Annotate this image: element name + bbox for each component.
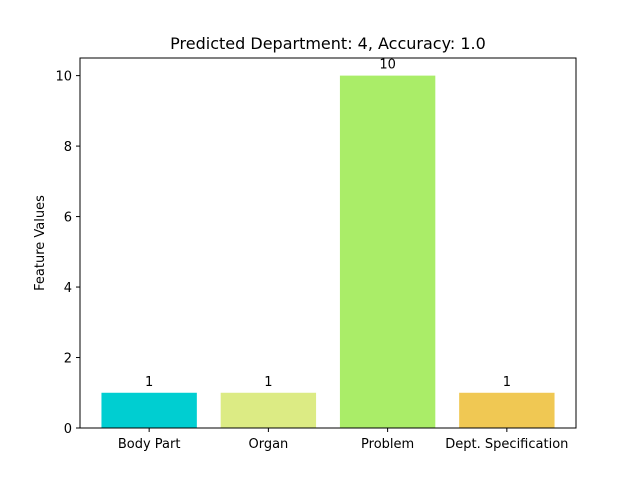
bars xyxy=(101,75,555,428)
y-axis-label: Feature Values xyxy=(33,195,48,291)
y-tick-label: 4 xyxy=(64,281,72,296)
y-tick-label: 2 xyxy=(64,352,72,367)
data-labels: 1 1 10 1 xyxy=(145,58,511,390)
bar xyxy=(220,392,317,428)
bar-value-label: 10 xyxy=(379,58,396,73)
y-tick-label: 6 xyxy=(64,211,72,226)
bar-value-label: 1 xyxy=(145,375,153,390)
bar xyxy=(339,75,436,428)
x-tick-label: Dept. Specification xyxy=(445,437,568,452)
bar-value-label: 1 xyxy=(503,375,511,390)
x-tick-label: Problem xyxy=(361,437,414,452)
x-tick-label: Body Part xyxy=(118,437,181,452)
y-tick-label: 8 xyxy=(64,140,72,155)
bar-value-label: 1 xyxy=(264,375,272,390)
x-tick-label: Organ xyxy=(248,437,288,452)
plot-frame xyxy=(79,57,577,429)
y-axis-ticks: 0 2 4 6 8 10 xyxy=(55,70,80,437)
x-axis-ticks: Body Part Organ Problem Dept. Specification xyxy=(118,428,568,452)
bar xyxy=(459,392,555,428)
bar xyxy=(101,392,197,428)
y-tick-label: 0 xyxy=(64,422,72,437)
y-tick-label: 10 xyxy=(55,70,72,85)
chart-title: Predicted Department: 4, Accuracy: 1.0 xyxy=(170,34,486,53)
